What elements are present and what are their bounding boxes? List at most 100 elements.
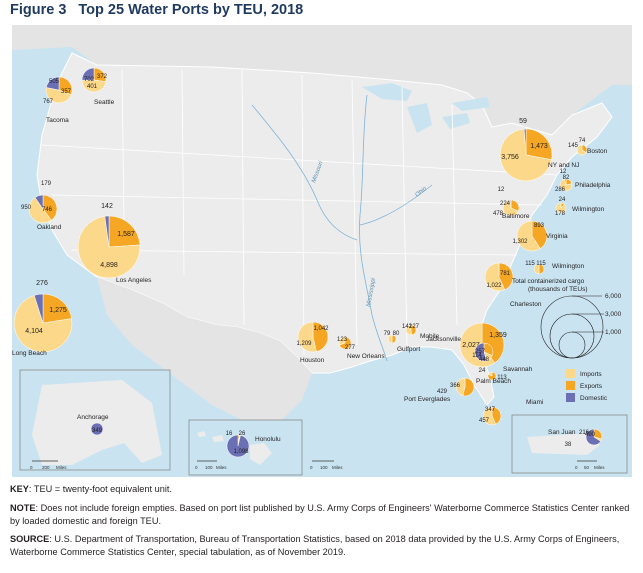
slice-charleston-imports [484,262,506,292]
slice-los-angeles-imports [77,215,141,279]
pr-scale-unit: Miles [594,465,605,470]
key-label: KEY [10,484,29,494]
slice-charleston-exports [498,262,514,291]
value-boston-imports: 145 [568,143,579,149]
pie-gulfport: 79 80 Gulfport [384,331,421,353]
port-name-virginia: Virginia [546,233,568,240]
port-name-jacksonville: Jacksonville [426,336,461,343]
mexico-land [97,277,312,425]
value-new-orleans-exports: 277 [345,345,356,351]
port-name-wilmington-nc: Wilmington [552,263,585,270]
value-honolulu-exports: 26 [239,431,246,437]
port-name-savannah: Savannah [503,366,533,373]
port-name-anchorage: Anchorage [77,414,109,421]
note-paragraph: NOTE: Does not include foreign empties. … [10,502,635,527]
port-name-boston: Boston [587,148,608,155]
figure-title: Figure 3 Top 25 Water Ports by TEU, 2018 [10,2,303,18]
value-boston-exports: 74 [579,138,586,144]
slice-tacoma-domestic [45,76,60,91]
slice-los-angeles-exports [108,215,141,248]
slice-baltimore-domestic [509,199,512,209]
value-wilmington-de-imports: 178 [555,211,566,217]
legend-size-3000: 3,000 [605,311,622,318]
port-name-miami: Miami [526,399,543,406]
canada-land [12,25,632,135]
slice-palm-beach-imports [488,371,493,377]
port-name-ny-and-nj: NY and NJ [548,162,579,169]
legend-swatch-exports [566,381,575,390]
port-name-houston: Houston [300,357,325,364]
pie-new-orleans: 123 277 New Orleans [337,336,385,360]
value-jacksonville-exports: 257 [475,349,486,355]
pie-wilmington-nc: 115 115 Wilmington [525,261,585,275]
slice-los-angeles-domestic [104,215,110,248]
legend-size-6000: 6,000 [605,293,622,300]
value-houston-exports: 1,042 [313,326,329,332]
value-baltimore-exports: 224 [500,201,511,207]
inset-alaska: 0 200 Miles [19,369,171,471]
value-seattle-exports: 401 [87,84,98,90]
slice-port-everglades-exports [462,377,475,397]
pie-los-angeles: 4,898 1,587 142 Los Angeles [77,203,152,284]
value-savannah-imports: 2,027 [462,342,480,349]
slice-seattle-domestic [81,67,95,81]
value-virginia-exports: 893 [534,223,545,229]
pie-baltimore: 478 224 12 Baltimore [493,187,530,220]
value-miami-exports: 347 [485,407,496,413]
value-san-juan-exports: 216 [579,430,590,436]
value-seattle-imports: 702 [84,77,95,83]
legend-swatch-imports [566,369,575,378]
slice-miami-exports [491,406,502,425]
rivers [251,94,433,362]
legend-size-1000: 1,000 [605,329,622,336]
value-long-beach-imports: 4,104 [25,328,43,335]
port-name-port-everglades: Port Everglades [404,396,451,403]
port-name-seattle: Seattle [94,99,115,106]
value-charleston-imports: 1,022 [486,283,502,289]
value-oakland-domestic: 179 [41,181,52,187]
slice-long-beach-exports [42,293,72,324]
slice-oakland-imports [28,197,52,224]
port-name-long-beach: Long Beach [12,350,47,357]
value-ny-and-nj-imports: 3,756 [501,154,519,161]
port-name-oakland: Oakland [37,224,62,231]
legend: Total containerized cargo (thousands of … [512,278,622,402]
value-gulfport-imports: 79 [384,331,391,337]
pie-long-beach: 4,104 1,275 276 Long Beach [12,280,73,357]
slice-long-beach-imports [13,295,73,353]
slice-oakland-exports [42,194,58,221]
value-san-juan-imports: 38 [565,442,572,448]
value-philadelphia-imports: 286 [555,187,566,193]
port-name-gulfport: Gulfport [397,346,420,353]
hawaii-scale-zero: 0 [195,465,198,470]
alaska-scale-zero: 0 [30,465,33,470]
note-text: : Does not include foreign empties. Base… [10,503,630,526]
great-lakes [362,83,490,133]
slice-san-juan-domestic [585,428,602,446]
source-paragraph: SOURCE: U.S. Department of Transportatio… [10,533,635,558]
legend-label-imports: Imports [580,371,602,378]
legend-size-title-2: (thousands of TEUs) [528,286,588,293]
pr-scale-mid: 50 [584,465,590,470]
alaska-scale-unit: Miles [56,465,67,470]
slice-anchorage-domestic [90,422,104,436]
pr-scale-zero: 0 [575,465,578,470]
inset-puerto-rico: 0 50 Miles [511,414,628,474]
value-mobile-exports: 127 [409,324,420,330]
value-wilmington-de-exports: 24 [559,197,566,203]
port-pies: 4,898 1,587 142 Los Angeles 4,104 1,275 276 Lon… [12,67,611,458]
value-san-juan-domestic: 490 [585,432,596,438]
legend-swatch-domestic [566,393,575,402]
slice-houston-exports [312,321,329,352]
value-los-angeles-imports: 4,898 [100,262,118,269]
port-name-san-juan: San Juan [548,429,576,436]
slice-oakland-domestic [34,194,44,210]
slice-long-beach-domestic [33,293,44,324]
